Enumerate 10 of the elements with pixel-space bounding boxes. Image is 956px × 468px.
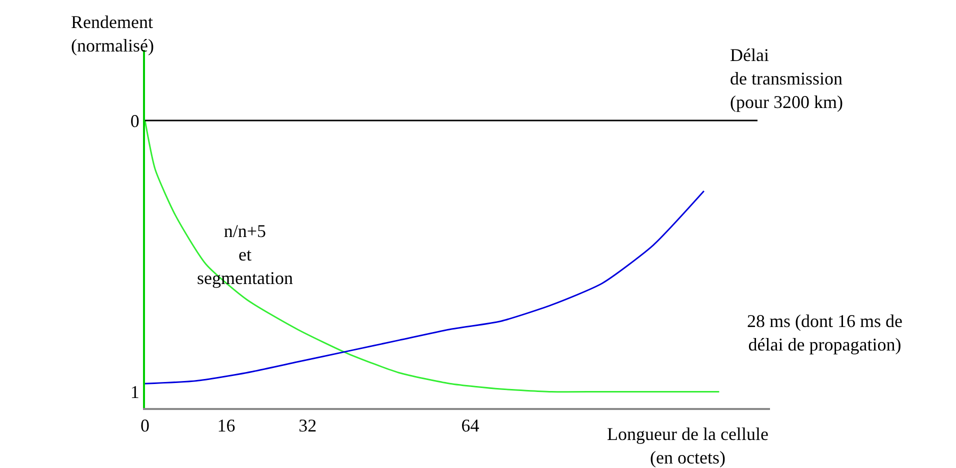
y2-axis-title: Délai de transmission (pour 3200 km)	[730, 45, 843, 112]
x-tick-label: 32	[298, 416, 317, 436]
line-series	[145, 190, 705, 384]
x-axis-title: Longueur de la cellule (en octets)	[607, 424, 768, 468]
y-axis-title: Rendement (normalisé)	[71, 12, 154, 56]
line-series	[145, 120, 720, 393]
x-tick-label: 16	[217, 416, 236, 436]
y-tick-label: 1	[130, 382, 140, 402]
annotation: 28 ms (dont 16 ms de délai de propagation)	[747, 311, 903, 354]
x-tick-label: 64	[461, 416, 480, 436]
